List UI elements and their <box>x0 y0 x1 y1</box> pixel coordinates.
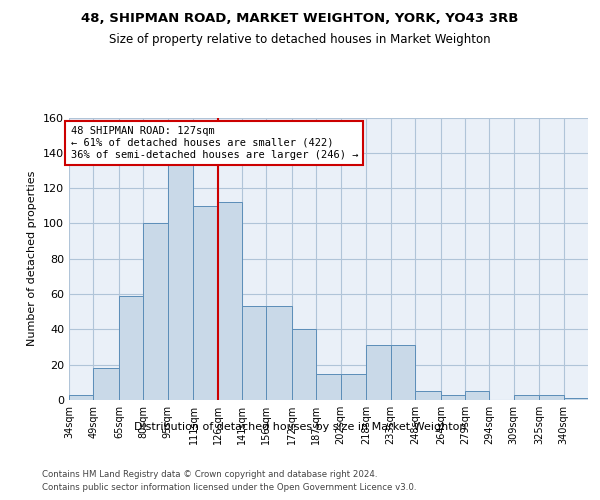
Text: Distribution of detached houses by size in Market Weighton: Distribution of detached houses by size … <box>134 422 466 432</box>
Bar <box>465 391 490 400</box>
Bar <box>119 296 143 400</box>
Text: 48 SHIPMAN ROAD: 127sqm
← 61% of detached houses are smaller (422)
36% of semi-d: 48 SHIPMAN ROAD: 127sqm ← 61% of detache… <box>71 126 358 160</box>
Bar <box>242 306 266 400</box>
Bar <box>218 202 242 400</box>
Bar <box>441 394 465 400</box>
Bar <box>143 224 167 400</box>
Bar <box>69 394 93 400</box>
Bar <box>266 306 292 400</box>
Bar <box>391 346 415 400</box>
Bar <box>415 391 441 400</box>
Text: 48, SHIPMAN ROAD, MARKET WEIGHTON, YORK, YO43 3RB: 48, SHIPMAN ROAD, MARKET WEIGHTON, YORK,… <box>82 12 518 26</box>
Bar <box>316 374 341 400</box>
Bar <box>367 346 391 400</box>
Bar <box>564 398 588 400</box>
Text: Contains HM Land Registry data © Crown copyright and database right 2024.: Contains HM Land Registry data © Crown c… <box>42 470 377 479</box>
Bar <box>341 374 367 400</box>
Bar <box>514 394 539 400</box>
Bar <box>193 206 218 400</box>
Text: Contains public sector information licensed under the Open Government Licence v3: Contains public sector information licen… <box>42 484 416 492</box>
Text: Size of property relative to detached houses in Market Weighton: Size of property relative to detached ho… <box>109 34 491 46</box>
Bar <box>93 368 119 400</box>
Bar <box>167 165 193 400</box>
Bar <box>292 330 316 400</box>
Y-axis label: Number of detached properties: Number of detached properties <box>28 171 37 346</box>
Bar <box>539 394 564 400</box>
